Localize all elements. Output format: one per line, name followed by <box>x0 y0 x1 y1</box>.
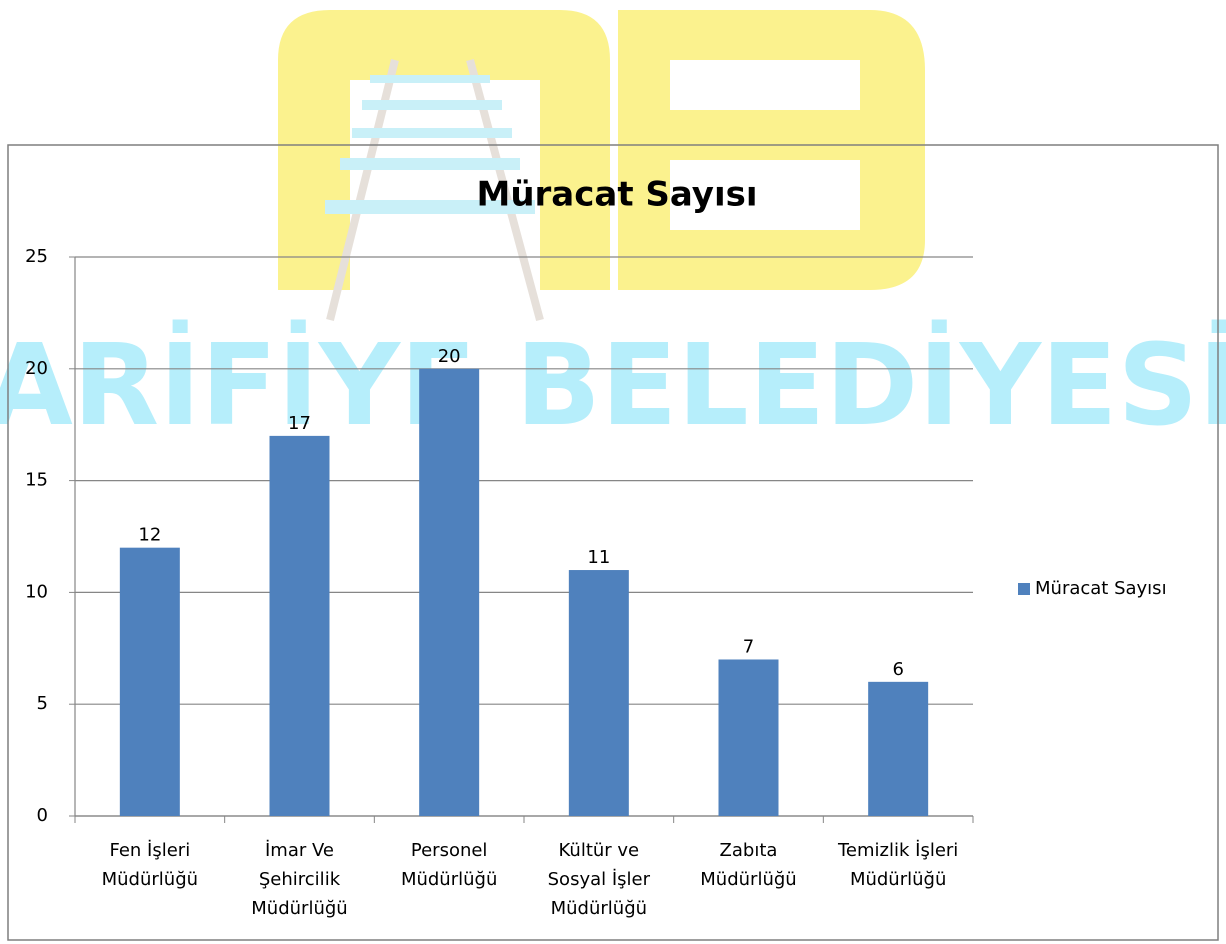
value-label: 6 <box>892 659 903 680</box>
x-tick-label: Temizlik İşleri Müdürlüğü <box>828 836 968 894</box>
x-tick-label: Fen İşleri Müdürlüğü <box>80 836 220 894</box>
bar <box>719 659 779 816</box>
bar <box>270 436 330 816</box>
value-label: 11 <box>587 547 610 568</box>
bar <box>868 682 928 816</box>
y-tick-label: 5 <box>37 693 48 714</box>
chart-frame <box>8 145 1218 940</box>
y-tick-label: 20 <box>25 358 48 379</box>
page: ARİFİYE BELEDİYESİ Müracat Sayısı 0 5 10 15… <box>0 0 1226 944</box>
chart: ARİFİYE BELEDİYESİ Müracat Sayısı 0 5 10 15… <box>0 0 1226 944</box>
chart-title: Müracat Sayısı <box>476 175 757 215</box>
legend-swatch <box>1018 583 1030 595</box>
value-label: 12 <box>138 525 161 546</box>
bar <box>419 369 479 816</box>
x-tick-label: Zabıta Müdürlüğü <box>679 836 819 894</box>
value-label: 17 <box>288 413 311 434</box>
legend-label: Müracat Sayısı <box>1035 578 1167 599</box>
y-tick-label: 0 <box>37 805 48 826</box>
bar <box>569 570 629 816</box>
bar <box>120 548 180 816</box>
x-tick-label: Kültür ve Sosyal İşler Müdürlüğü <box>529 836 669 923</box>
x-tick-label: Personel Müdürlüğü <box>379 836 519 894</box>
watermark: ARİFİYE BELEDİYESİ <box>0 319 1226 451</box>
x-tick-label: İmar Ve Şehircilik Müdürlüğü <box>230 836 370 923</box>
y-tick-label: 15 <box>25 470 48 491</box>
value-label: 20 <box>438 346 461 367</box>
y-tick-label: 10 <box>25 581 48 602</box>
y-tick-label: 25 <box>25 246 48 267</box>
value-label: 7 <box>743 636 754 657</box>
